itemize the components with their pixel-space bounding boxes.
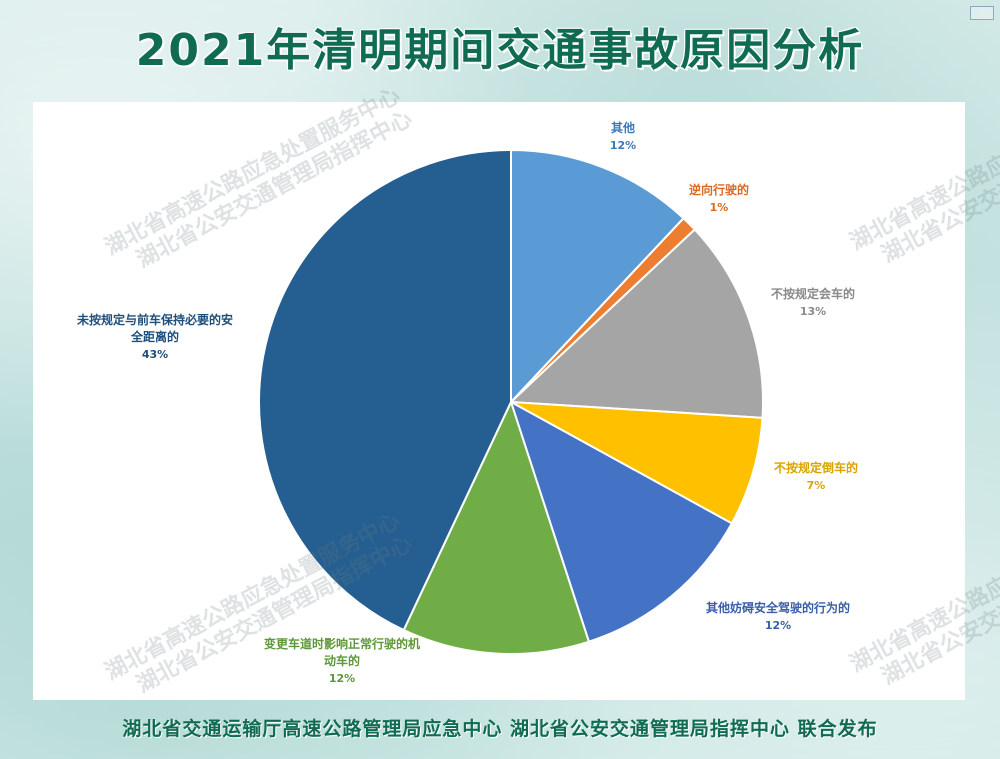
pie-slice (510, 148, 685, 405)
slice-category-label: 逆向行驶的 (689, 182, 749, 197)
slice-value-label: 12% (765, 619, 791, 632)
slice-value-label: 7% (807, 479, 826, 492)
footer-publisher: 湖北省交通运输厅高速公路管理局应急中心 湖北省公安交通管理局指挥中心 联合发布 (122, 718, 878, 740)
slice-value-label: 12% (610, 139, 636, 152)
slice-category-label: 不按规定会车的 (771, 286, 855, 301)
slice-value-label: 43% (142, 348, 168, 361)
slice-category-label: 未按规定与前车保持必要的安 (76, 312, 233, 327)
slice-label: 其他妨碍安全驾驶的行为的 12% (706, 600, 850, 632)
pie-slice (509, 399, 734, 643)
slice-value-label: 13% (800, 305, 826, 318)
slice-label: 其他 12% (610, 120, 636, 152)
slice-category-label: 其他妨碍安全驾驶的行为的 (706, 600, 850, 615)
pie-slice (258, 148, 512, 632)
slice-category-label: 变更车道时影响正常行驶的机 (264, 636, 420, 651)
slice-category-label: 其他 (611, 120, 635, 135)
slice-label: 不按规定会车的 13% (771, 286, 855, 318)
pie-chart: 其他 12% 逆向行驶的 1% 不按规定会车的 13% 不按规定倒车的 7% 其他妨碍安全驾驶的… (76, 120, 858, 685)
page-title: 2021年清明期间交通事故原因分析 (135, 25, 865, 76)
slice-category-label: 不按规定倒车的 (774, 460, 858, 475)
pie-slice (508, 228, 764, 419)
slice-label: 不按规定倒车的 7% (774, 460, 858, 492)
pie-slice (510, 401, 764, 525)
slice-label: 逆向行驶的 1% (689, 182, 749, 214)
slice-value-label: 12% (329, 672, 355, 685)
slice-value-label: 1% (710, 201, 729, 214)
corner-mark (970, 6, 994, 20)
slice-category-label: 动车的 (324, 653, 360, 668)
slice-category-label: 全距离的 (130, 329, 179, 344)
chart-panel: 其他 12% 逆向行驶的 1% 不按规定会车的 13% 不按规定倒车的 7% 其他妨碍安全驾驶的… (33, 102, 965, 700)
pie-slice (402, 399, 591, 655)
